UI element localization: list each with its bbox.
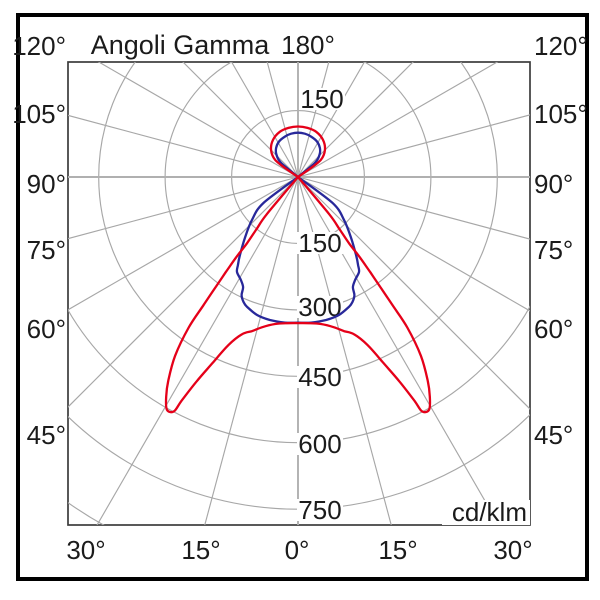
radial-label-150-upper: 150	[300, 84, 343, 114]
angle-label-right-120: 120°	[534, 31, 588, 61]
grid-spoke	[182, 62, 299, 178]
grid-spoke	[96, 176, 299, 525]
radial-scale-labels: 150 150 300 450 600 750 cd/klm	[297, 84, 530, 527]
label-mask	[297, 433, 343, 455]
angle-label-right-75: 75°	[534, 235, 573, 265]
grid-spoke	[68, 176, 299, 311]
radial-label-750: 750	[298, 495, 341, 525]
angle-labels: Angoli Gamma 180° 120° 105° 90° 75° 60° …	[12, 30, 588, 565]
angle-label-bottom-30R: 30°	[493, 535, 532, 565]
angle-label-left-45: 45°	[27, 420, 66, 450]
label-mask	[297, 499, 343, 521]
grid-spoke	[266, 62, 299, 178]
angle-label-bottom-15L: 15°	[181, 535, 220, 565]
angle-label-right-90: 90°	[534, 169, 573, 199]
angle-label-bottom-30L: 30°	[66, 535, 105, 565]
curve-blue-upper	[274, 131, 322, 179]
grid-spoke	[68, 114, 299, 178]
intensity-curves	[164, 125, 432, 414]
label-mask	[442, 500, 530, 525]
angle-label-left-75: 75°	[27, 235, 66, 265]
grid-spoke	[204, 176, 299, 525]
grid-spoke	[68, 176, 299, 408]
grid-spoke	[297, 176, 530, 410]
angle-label-right-60: 60°	[534, 314, 573, 344]
label-mask	[297, 296, 343, 318]
grid-spoke	[297, 176, 530, 312]
label-mask	[299, 88, 345, 110]
angle-label-bottom-0: 0°	[285, 535, 310, 565]
grid-spoke	[230, 62, 299, 178]
curve-red-upper	[269, 125, 327, 179]
grid-spoke	[297, 62, 330, 178]
angle-label-left-120: 120°	[12, 31, 66, 61]
angle-label-right-45: 45°	[534, 420, 573, 450]
angle-label-left-105: 105°	[12, 99, 66, 129]
grid-spoke	[297, 114, 530, 178]
grid-spoke	[297, 62, 499, 178]
label-mask	[297, 232, 343, 254]
radial-label-600: 600	[298, 429, 341, 459]
grid-spoke	[297, 176, 500, 525]
unit-label: cd/klm	[452, 497, 527, 527]
angle-label-left-60: 60°	[27, 314, 66, 344]
chart-title: Angoli Gamma	[91, 30, 271, 60]
angle-label-left-90: 90°	[27, 169, 66, 199]
angle-label-right-105: 105°	[534, 99, 588, 129]
angle-label-bottom-15R: 15°	[378, 535, 417, 565]
radial-label-150: 150	[298, 228, 341, 258]
grid-spoke	[297, 62, 414, 178]
outer-frame	[16, 13, 589, 581]
angle-label-top-180: 180°	[281, 30, 335, 60]
grid-spoke	[297, 176, 392, 525]
grid-spoke	[297, 176, 530, 240]
label-mask	[297, 366, 343, 388]
grid-spoke	[97, 62, 299, 178]
radial-label-450: 450	[298, 362, 341, 392]
grid-spoke	[68, 176, 299, 240]
curve-red-lower	[164, 175, 432, 414]
